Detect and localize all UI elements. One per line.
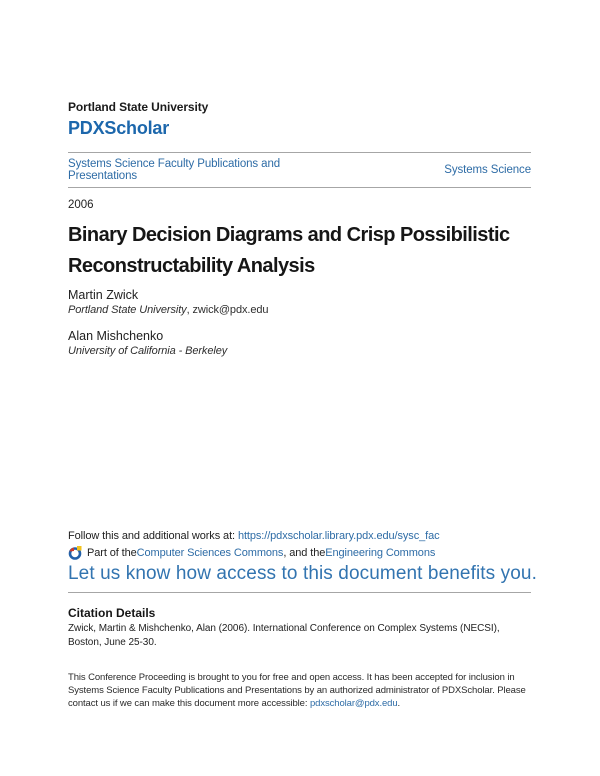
author-email: , zwick@pdx.edu (186, 304, 269, 316)
footer-text: This Conference Proceeding is brought to… (68, 672, 526, 709)
document-title: Binary Decision Diagrams and Crisp Possi… (68, 220, 531, 282)
discipline-link[interactable]: Systems Science (444, 164, 531, 176)
collection-nav: Systems Science Faculty Publications and… (68, 155, 531, 185)
publication-year: 2006 (68, 199, 94, 211)
institution-name: Portland State University (68, 100, 209, 114)
author-affiliation: University of California - Berkeley (68, 344, 531, 358)
part-of-line: Part of the Computer Sciences Commons, a… (68, 545, 531, 561)
footer-email-link[interactable]: pdxscholar@pdx.edu (309, 698, 398, 709)
part-of-text: Part of the (87, 547, 137, 559)
affiliation-text: Portland State University (68, 304, 187, 316)
commons-link-engineering[interactable]: Engineering Commons (325, 547, 436, 559)
citation-text: Zwick, Martin & Mishchenko, Alan (2006).… (68, 623, 500, 648)
author-affiliation: Portland State University, zwick@pdx.edu (68, 303, 531, 317)
follow-works-text: Follow this and additional works at: (68, 530, 238, 542)
divider-top (68, 152, 531, 153)
footer-statement: This Conference Proceeding is brought to… (68, 671, 531, 710)
affiliation-text: University of California - Berkeley (68, 345, 228, 357)
part-of-connector-text: , and the (283, 547, 326, 559)
author-entry: Alan Mishchenko University of California… (68, 329, 531, 358)
collection-url-link[interactable]: https://pdxscholar.library.pdx.edu/sysc_… (237, 530, 440, 542)
author-name: Alan Mishchenko (68, 329, 164, 343)
access-benefits-banner-link[interactable]: Let us know how access to this document … (68, 563, 537, 584)
document-title-line-1: Binary Decision Diagrams and Crisp Possi… (68, 224, 510, 246)
divider-under-nav (68, 187, 531, 188)
follow-works-line: Follow this and additional works at: htt… (68, 529, 531, 543)
citation-details-heading: Citation Details (68, 606, 156, 620)
collection-link[interactable]: Systems Science Faculty Publications and… (68, 157, 281, 183)
footer-suffix-text: . (397, 698, 401, 709)
digital-commons-network-icon (68, 546, 82, 560)
author-entry: Martin Zwick Portland State University, … (68, 288, 531, 317)
pdxscholar-logo[interactable]: PDXScholar (68, 118, 170, 138)
divider-above-citation (68, 592, 531, 593)
commons-link-computer-sciences[interactable]: Computer Sciences Commons (136, 547, 284, 559)
author-name: Martin Zwick (68, 288, 139, 302)
document-title-line-2: Reconstructability Analysis (68, 255, 315, 277)
author-list: Martin Zwick Portland State University, … (68, 288, 531, 358)
